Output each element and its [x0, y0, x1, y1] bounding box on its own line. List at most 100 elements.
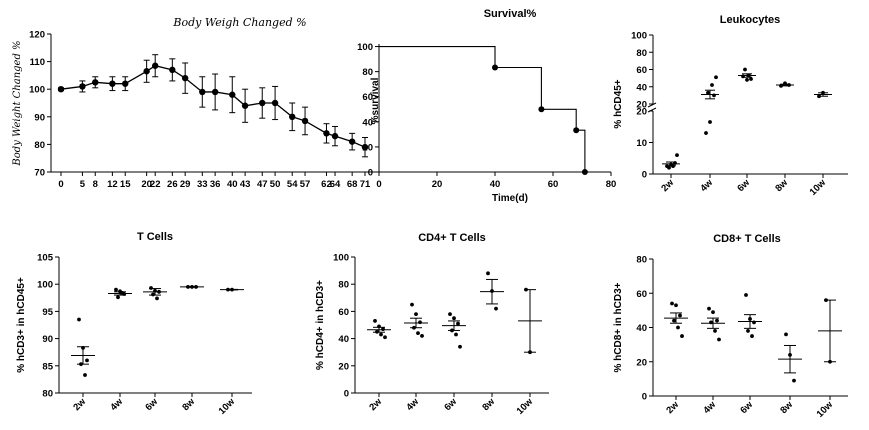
data-point: [181, 74, 189, 82]
data-point: [706, 90, 710, 95]
data-point: [792, 378, 796, 383]
data-point: [675, 153, 679, 158]
data-point: [452, 316, 456, 321]
y-tick-label: 20: [636, 100, 647, 111]
data-point: [750, 334, 754, 338]
y-tick-label: 105: [37, 253, 54, 264]
y-tick-label: 110: [30, 57, 45, 68]
y-tick-label: 60: [636, 65, 647, 76]
data-point: [155, 296, 159, 301]
series-line: [60, 65, 366, 148]
data-point: [83, 373, 87, 377]
y-axis-title: % hCD3+ in hCD45+: [16, 277, 27, 373]
x-tick-label: 8w: [778, 399, 795, 416]
data-point: [114, 287, 118, 292]
data-point: [199, 88, 206, 96]
data-point: [676, 325, 680, 330]
y-tick-label: 80: [34, 140, 45, 151]
y-tick-label: 40: [636, 82, 647, 93]
data-point: [361, 143, 369, 151]
y-tick-label: 20: [362, 142, 373, 153]
x-tick-label: 10w: [815, 399, 836, 420]
y-tick-label: 90: [42, 334, 53, 345]
data-point: [143, 68, 150, 75]
x-tick-label: 50: [270, 179, 281, 190]
y-axis-title: % hCD4+ in hCD3+: [315, 280, 326, 370]
data-point: [383, 335, 387, 340]
x-tick-label: 5: [80, 179, 86, 190]
y-tick-label: 100: [333, 253, 349, 264]
y-tick-label: 90: [34, 112, 45, 123]
x-tick-label: 60: [548, 179, 559, 190]
x-tick-label: 8w: [480, 396, 497, 413]
event-point: [492, 64, 498, 71]
y-tick-label: 80: [338, 280, 349, 291]
y-tick-label: 10: [636, 138, 647, 149]
y-tick-label: 80: [636, 255, 647, 266]
chart-cd8-t-cells: CD8+ T Cells % hCD8+ in hCD3+ 0 20 40 60 80 2w 4…: [613, 233, 848, 420]
axis-break-mark: [647, 107, 657, 113]
data-point: [678, 313, 682, 318]
data-point: [418, 320, 422, 325]
y-tick-label: 80: [362, 67, 373, 78]
y-tick-label: 0: [368, 168, 373, 179]
y-tick-label: 70: [34, 168, 45, 179]
chart-title: CD8+ T Cells: [713, 233, 781, 245]
data-point: [715, 318, 719, 323]
data-point: [743, 67, 747, 72]
data-point: [323, 130, 330, 137]
axis-break-mark: [647, 102, 657, 108]
data-point: [707, 306, 711, 311]
x-tick-label: 29: [180, 179, 191, 190]
data-point: [373, 319, 377, 323]
x-tick-label: 6w: [735, 177, 752, 194]
data-point: [672, 318, 676, 323]
chart-title: Body Weigh Changed %: [172, 16, 306, 29]
data-point: [92, 79, 99, 86]
y-tick-label: 95: [42, 307, 53, 318]
x-tick-label: 8: [93, 179, 98, 190]
data-point: [710, 83, 714, 87]
data-point: [674, 303, 678, 308]
y-tick-label: 0: [642, 392, 647, 403]
y-tick-label: 40: [362, 117, 373, 128]
data-point: [744, 293, 748, 297]
data-point: [85, 358, 89, 363]
y-tick-label: 0: [642, 170, 647, 181]
data-point: [259, 99, 266, 107]
data-point: [454, 332, 458, 337]
x-tick-label: 4w: [701, 399, 718, 416]
y-tick-label: 100: [37, 280, 53, 291]
y-tick-label: 100: [357, 42, 373, 53]
data-point: [116, 295, 120, 300]
x-tick-label: 40: [227, 179, 238, 190]
x-tick-label: 62: [321, 179, 332, 190]
data-point: [711, 310, 715, 314]
chart-body-weight: Body Weigh Changed % Body Weight Changed …: [12, 16, 375, 190]
x-tick-label: 68: [347, 179, 358, 190]
data-point: [229, 91, 236, 98]
data-point: [494, 306, 498, 311]
data-point: [271, 99, 279, 107]
data-point: [169, 66, 176, 74]
x-tick-label: 47: [257, 179, 268, 190]
data-point: [746, 329, 750, 333]
data-point: [458, 344, 462, 349]
data-point: [680, 334, 684, 338]
event-point: [573, 127, 580, 134]
x-tick-label: 0: [58, 179, 63, 190]
data-point: [122, 80, 129, 87]
y-tick-label: 20: [338, 361, 349, 372]
x-axis-title: Time(d): [492, 193, 528, 204]
data-point: [151, 292, 155, 297]
x-tick-label: 2w: [367, 396, 384, 413]
y-tick-label: 20: [636, 107, 647, 118]
y-axis-title: %survival: [370, 77, 381, 124]
chart-title: Leukocytes: [720, 14, 781, 26]
x-tick-label: 33: [197, 179, 208, 190]
x-tick-label: 71: [360, 179, 371, 190]
x-tick-label: 8w: [773, 177, 790, 194]
y-tick-label: 40: [338, 334, 349, 345]
y-tick-label: 20: [636, 357, 647, 368]
